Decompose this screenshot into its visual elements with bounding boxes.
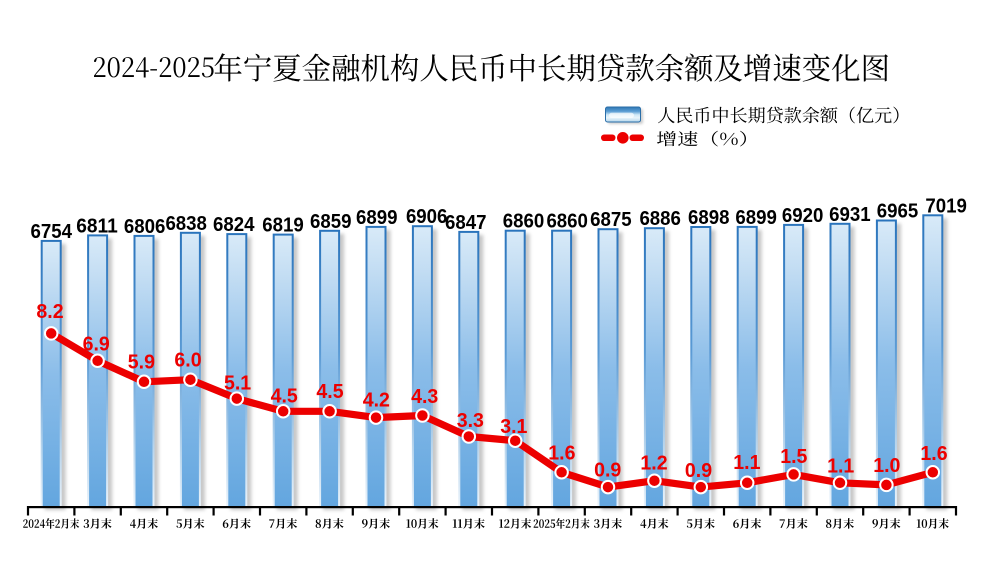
svg-text:6886: 6886	[639, 207, 681, 230]
svg-text:6898: 6898	[688, 206, 730, 229]
svg-text:6859: 6859	[310, 210, 352, 233]
svg-text:0.9: 0.9	[594, 459, 621, 481]
svg-text:6860: 6860	[503, 210, 545, 233]
svg-text:6838: 6838	[165, 212, 207, 235]
svg-text:1.2: 1.2	[640, 452, 667, 474]
svg-text:1.0: 1.0	[873, 455, 900, 477]
svg-text:3.1: 3.1	[500, 416, 527, 438]
svg-text:6875: 6875	[590, 208, 632, 231]
svg-text:6.9: 6.9	[83, 333, 110, 355]
svg-text:6899: 6899	[356, 206, 398, 229]
svg-text:6965: 6965	[877, 200, 919, 223]
svg-text:1.1: 1.1	[827, 455, 854, 477]
svg-text:6754: 6754	[31, 220, 73, 243]
svg-text:6806: 6806	[124, 215, 166, 238]
svg-text:5.9: 5.9	[128, 352, 155, 374]
svg-text:4.2: 4.2	[363, 390, 390, 412]
svg-text:1.5: 1.5	[780, 446, 807, 468]
svg-text:3.3: 3.3	[457, 410, 484, 432]
svg-text:4.3: 4.3	[411, 386, 438, 408]
svg-text:1.6: 1.6	[548, 443, 575, 465]
svg-text:1.6: 1.6	[920, 443, 947, 465]
svg-text:5.1: 5.1	[224, 373, 251, 395]
svg-text:4.5: 4.5	[316, 381, 343, 403]
svg-text:7019: 7019	[925, 194, 967, 217]
svg-text:0.9: 0.9	[685, 460, 712, 482]
svg-text:6906: 6906	[406, 205, 448, 228]
svg-text:6847: 6847	[445, 211, 487, 234]
svg-text:6811: 6811	[76, 214, 118, 237]
svg-text:8.2: 8.2	[36, 301, 63, 323]
svg-text:6824: 6824	[213, 213, 255, 236]
svg-text:6.0: 6.0	[174, 350, 201, 372]
svg-text:6920: 6920	[782, 204, 824, 227]
svg-text:6819: 6819	[262, 214, 304, 237]
svg-text:6899: 6899	[735, 206, 777, 229]
svg-text:4.5: 4.5	[271, 385, 298, 407]
svg-text:1.1: 1.1	[733, 452, 760, 474]
svg-text:6860: 6860	[546, 210, 588, 233]
svg-text:6931: 6931	[829, 203, 871, 226]
